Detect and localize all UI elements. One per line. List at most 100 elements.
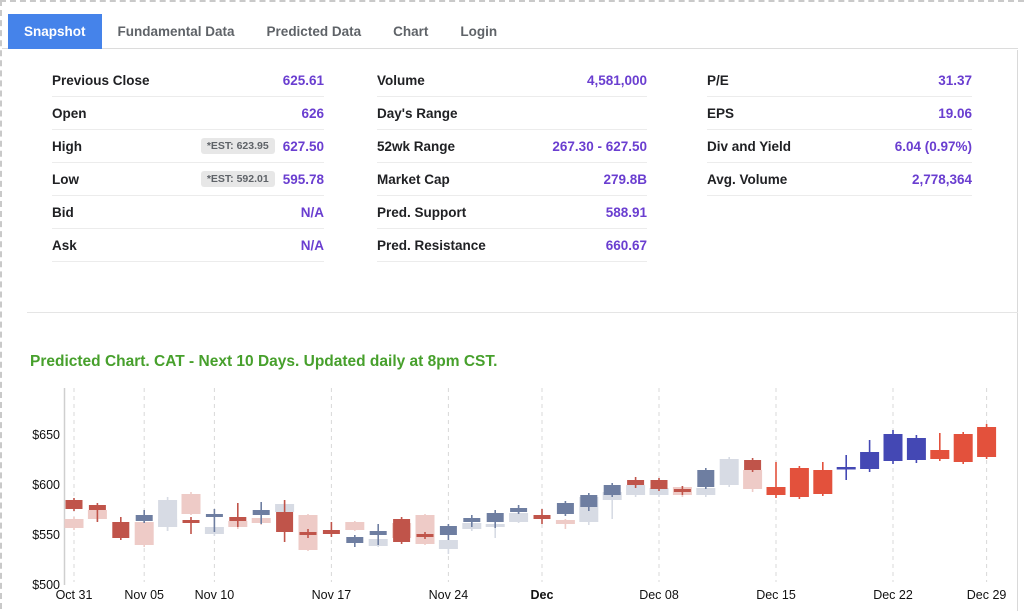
candle-body [112, 522, 130, 538]
chart-title: Predicted Chart. CAT - Next 10 Days. Upd… [30, 353, 498, 370]
y-tick-label: $600 [32, 478, 60, 492]
candle-body [883, 434, 903, 461]
tab-chart[interactable]: Chart [393, 24, 429, 39]
stat-row: EPS 19.06 [707, 97, 972, 130]
stat-value-group: 625.61 [283, 73, 324, 88]
candle-body [415, 515, 435, 544]
y-tick-label: $500 [32, 578, 60, 592]
candle-body [626, 485, 646, 495]
candle-body [229, 517, 247, 521]
tab-snapshot[interactable]: Snapshot [8, 14, 102, 49]
candle-body [463, 518, 481, 522]
stat-label: Ask [52, 237, 77, 253]
stat-label: P/E [707, 72, 729, 88]
candle-body [510, 508, 528, 512]
stat-value-group: 279.8B [603, 172, 647, 187]
tab-bar: Snapshot Fundamental Data Predicted Data Ch… [8, 14, 513, 49]
candle-body [64, 519, 84, 528]
stat-label: Low [52, 171, 79, 187]
stats-column-3: P/E 31.37 EPS 19.06 Div and Yield 6.04 (0.97%… [707, 64, 972, 262]
snapshot-stats-table: Previous Close 625.61 Open 626 High *EST: 623… [52, 64, 972, 262]
stat-value: 660.67 [605, 237, 647, 253]
stat-value: N/A [300, 237, 324, 253]
stat-row: Bid N/A [52, 196, 324, 229]
stat-label: Avg. Volume [707, 171, 788, 187]
y-tick-label: $550 [32, 528, 60, 542]
stat-label: Day's Range [377, 105, 458, 121]
candle-body [299, 532, 317, 535]
x-tick-label: Oct 31 [56, 588, 93, 602]
tab-fundamental-data[interactable]: Fundamental Data [117, 24, 235, 39]
candle-body [533, 515, 551, 519]
candle-body [813, 470, 833, 494]
stat-value-group: 6.04 (0.97%) [895, 139, 972, 154]
stat-value: 595.78 [282, 171, 324, 187]
stat-value: 588.91 [605, 204, 647, 220]
stat-value: 279.8B [603, 171, 647, 187]
stat-label: EPS [707, 105, 735, 121]
stat-row: Market Cap 279.8B [377, 163, 647, 196]
candle-body [697, 470, 715, 487]
stat-value-group: 588.91 [606, 205, 647, 220]
candle-body [486, 513, 504, 522]
candle-body [766, 487, 786, 495]
stat-row: Ask N/A [52, 229, 324, 262]
estimate-badge: *EST: 623.95 [200, 138, 275, 154]
x-tick-label: Dec 22 [873, 588, 913, 602]
stat-value: 626 [301, 105, 324, 121]
candle-body [906, 438, 926, 460]
candlestick-chart: Oct 31 Nov 05 Nov 10 Nov 17 Nov 24 Dec Dec 08 D… [32, 388, 1006, 602]
stat-value-group: *EST: 623.95 627.50 [200, 138, 324, 154]
stat-row: Avg. Volume 2,778,364 [707, 163, 972, 196]
stat-label: 52wk Range [377, 138, 456, 154]
candle-body [860, 452, 880, 469]
candle-body [205, 514, 223, 517]
stat-value-group: 660.67 [606, 238, 647, 253]
estimate-badge: *EST: 592.01 [200, 171, 275, 187]
tab-predicted-data[interactable]: Predicted Data [266, 24, 362, 39]
stat-value: N/A [300, 204, 324, 220]
candle-body [836, 467, 856, 470]
stat-value: 6.04 (0.97%) [894, 138, 972, 154]
candle-body [252, 510, 270, 515]
stat-value: 19.06 [938, 105, 972, 121]
stat-value: 4,581,000 [586, 72, 647, 88]
candle-body [953, 434, 973, 462]
stat-value-group: *EST: 592.01 595.78 [200, 171, 324, 187]
stat-row: High *EST: 623.95 627.50 [52, 130, 324, 163]
candle-body [439, 526, 457, 535]
table-bottom-divider [27, 312, 1018, 313]
x-tick-label: Dec [531, 588, 554, 602]
candle-body [509, 513, 529, 522]
stat-row: Volume 4,581,000 [377, 64, 647, 97]
tab-bar-divider [2, 48, 1018, 49]
stats-column-2: Volume 4,581,000 Day's Range 52wk Range 267.… [377, 64, 647, 262]
candle-body [369, 531, 387, 535]
candle-body [696, 488, 716, 495]
candle-body [276, 512, 294, 532]
candle-body [650, 480, 668, 489]
stat-label: High [52, 138, 82, 154]
candle-body [65, 500, 83, 509]
stat-label: Previous Close [52, 72, 150, 88]
candle-body [649, 488, 669, 495]
candle-body [134, 522, 154, 545]
candle-body [322, 530, 340, 534]
candle-body [603, 485, 621, 495]
candle-body [930, 450, 950, 459]
stat-row: Div and Yield 6.04 (0.97%) [707, 130, 972, 163]
stat-value-group: 626 [301, 106, 324, 121]
candle-body [743, 470, 763, 489]
stat-value: 627.50 [282, 138, 324, 154]
x-tick-label: Dec 15 [756, 588, 796, 602]
candle-body [719, 459, 739, 479]
stat-value-group: 19.06 [938, 106, 972, 121]
stat-value-group: 267.30 - 627.50 [552, 139, 647, 154]
stat-label: Open [52, 105, 87, 121]
stat-value-group: N/A [301, 238, 324, 253]
tab-login[interactable]: Login [460, 24, 498, 39]
candle-body [438, 540, 458, 549]
candle-body [556, 503, 574, 514]
candle-body [673, 489, 691, 492]
